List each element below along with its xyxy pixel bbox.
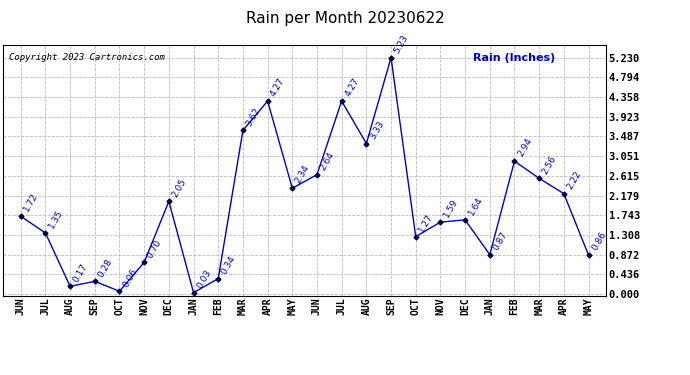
- Text: 4.27: 4.27: [343, 76, 361, 98]
- Text: 3.33: 3.33: [368, 119, 386, 141]
- Text: Copyright 2023 Cartronics.com: Copyright 2023 Cartronics.com: [10, 53, 166, 62]
- Text: 2.34: 2.34: [294, 164, 311, 186]
- Text: 2.64: 2.64: [318, 150, 336, 172]
- Text: 1.72: 1.72: [22, 192, 40, 213]
- Text: Rain per Month 20230622: Rain per Month 20230622: [246, 11, 444, 26]
- Text: 2.05: 2.05: [170, 177, 188, 199]
- Text: 2.94: 2.94: [516, 136, 533, 158]
- Text: 0.17: 0.17: [72, 262, 89, 284]
- Text: 2.56: 2.56: [540, 154, 558, 176]
- Text: 3.62: 3.62: [244, 106, 262, 128]
- Text: 0.87: 0.87: [491, 230, 509, 252]
- Text: 1.35: 1.35: [47, 208, 65, 230]
- Text: 2.22: 2.22: [565, 169, 583, 191]
- Text: 1.64: 1.64: [466, 195, 484, 217]
- Text: 0.34: 0.34: [219, 254, 237, 276]
- Text: 0.86: 0.86: [590, 230, 608, 252]
- Text: 1.27: 1.27: [417, 212, 435, 234]
- Text: 4.27: 4.27: [269, 76, 287, 98]
- Text: 0.06: 0.06: [121, 267, 139, 288]
- Text: 0.28: 0.28: [96, 257, 114, 279]
- Text: 1.59: 1.59: [442, 197, 460, 219]
- Text: 5.23: 5.23: [393, 33, 411, 55]
- Text: 0.70: 0.70: [146, 238, 164, 260]
- Text: 0.03: 0.03: [195, 268, 213, 290]
- Text: Rain (Inches): Rain (Inches): [473, 53, 555, 63]
